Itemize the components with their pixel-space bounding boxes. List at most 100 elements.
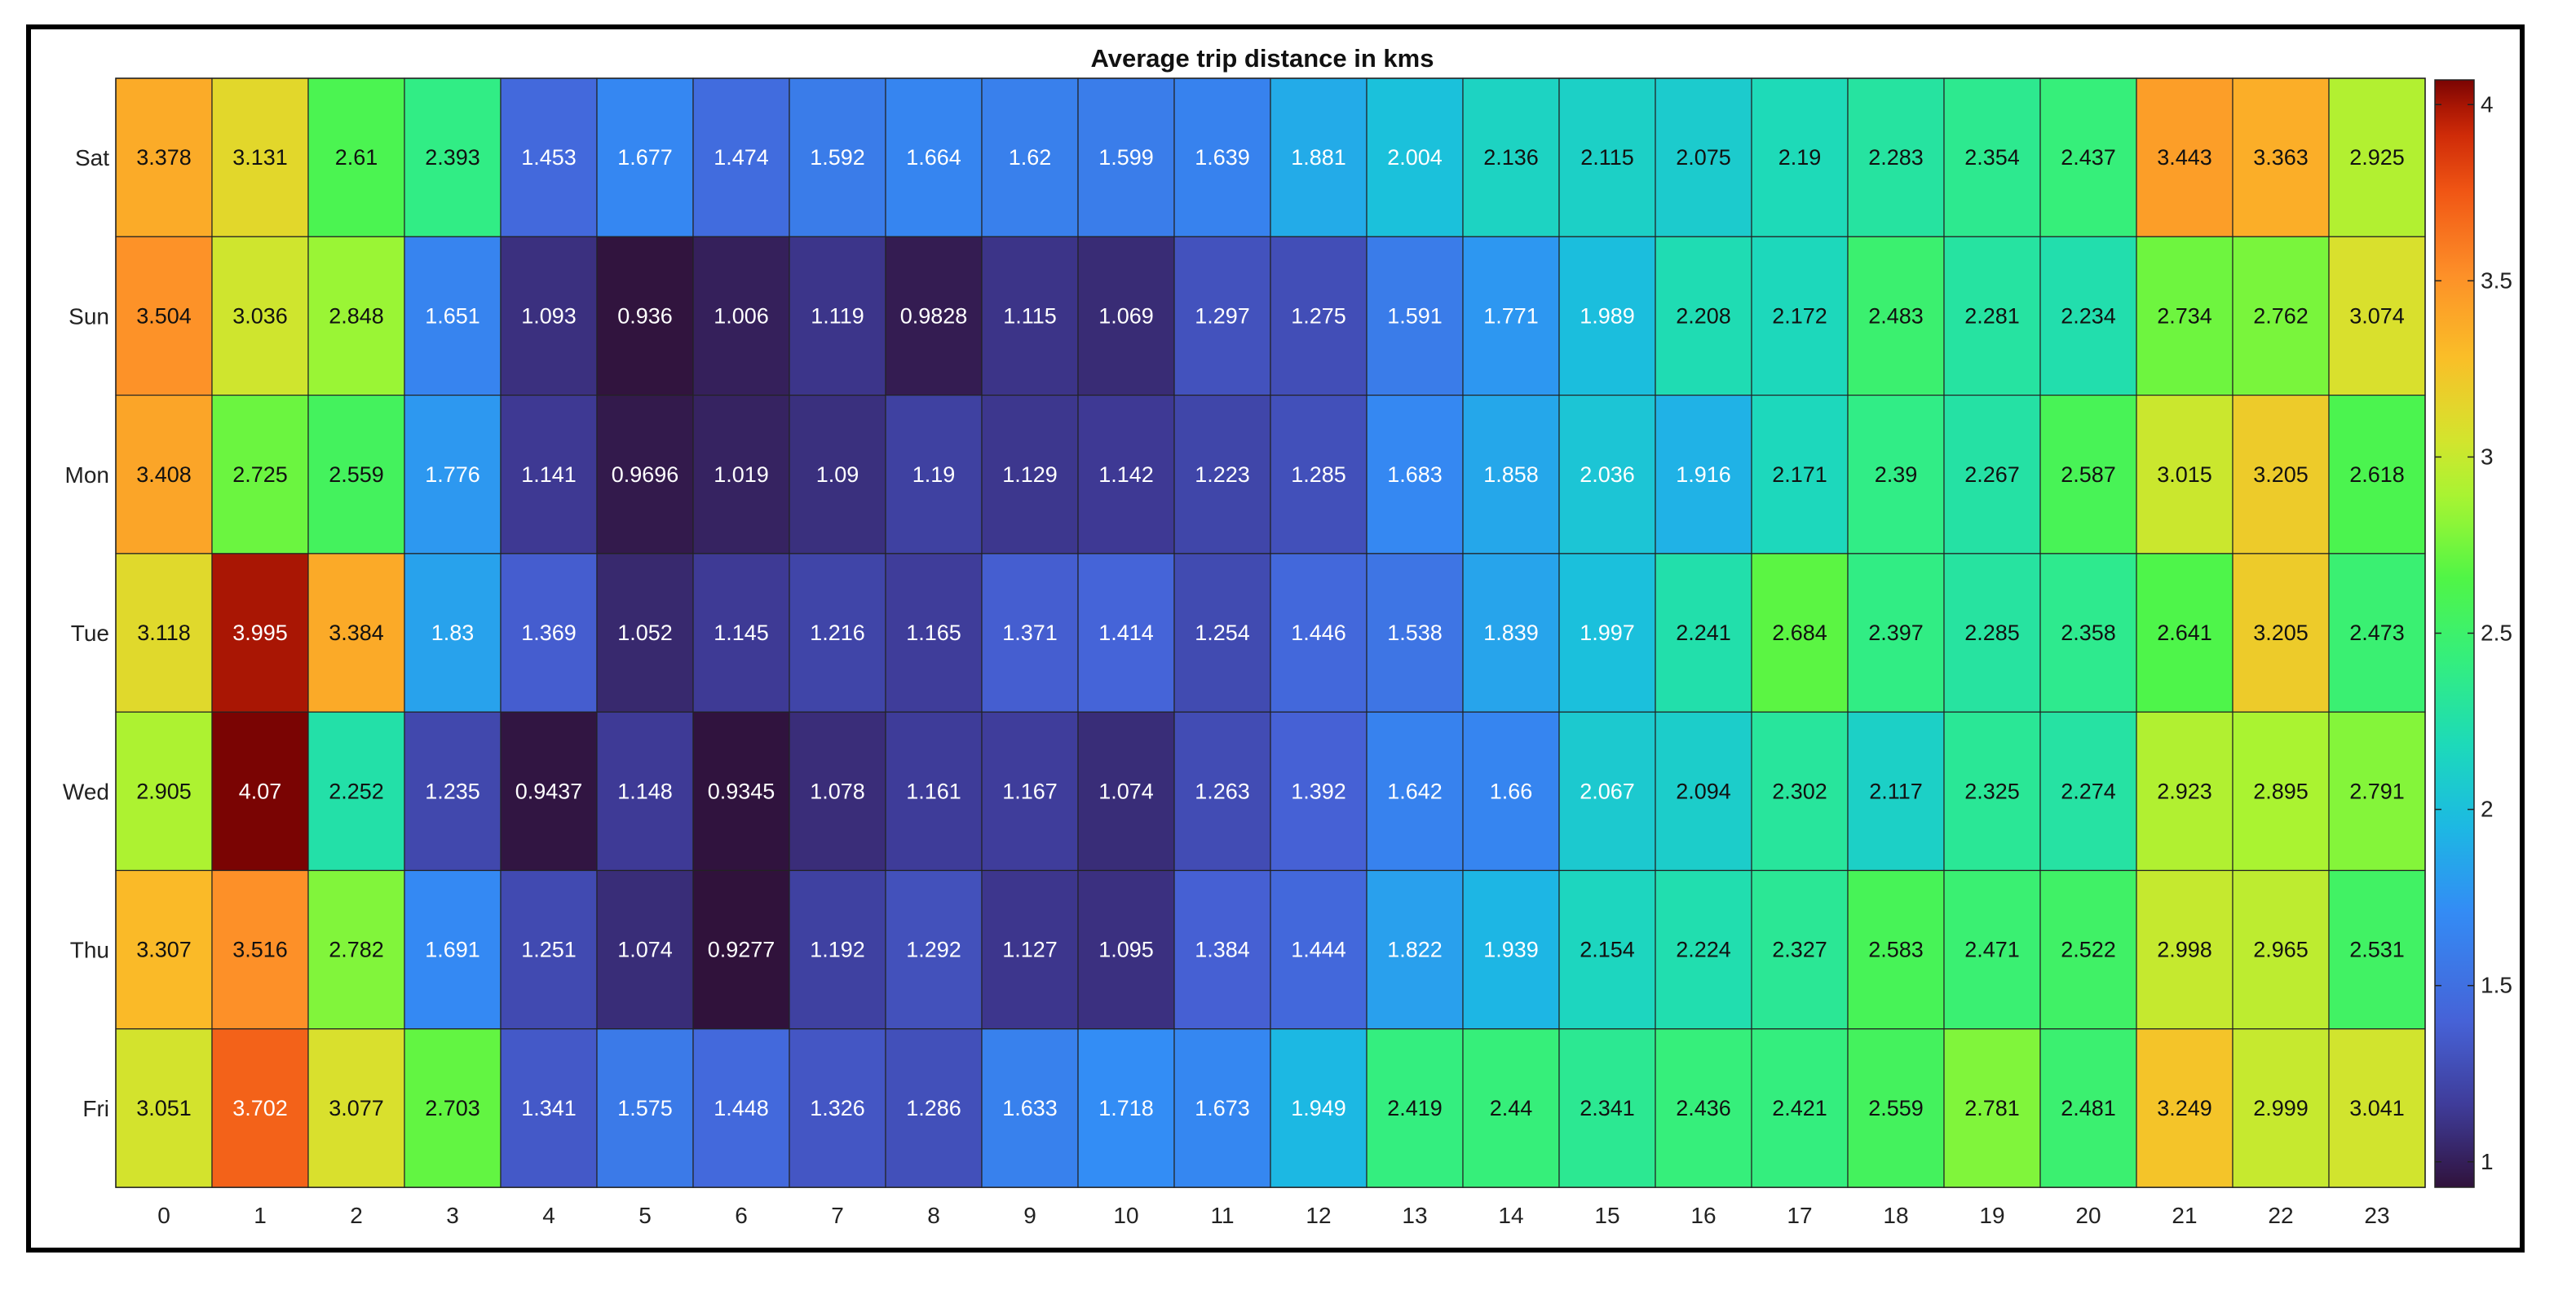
heatmap-cell: [1943, 711, 2041, 872]
y-tick-label: Fri: [82, 1096, 109, 1121]
heatmap-cell: [1270, 395, 1368, 555]
cell-value-label: 1.683: [1387, 462, 1443, 487]
y-tick-label: Thu: [70, 938, 109, 963]
cell-value-label: 2.583: [1868, 938, 1924, 962]
heatmap-cell: [1366, 236, 1464, 396]
cell-value-label: 1.297: [1195, 303, 1250, 328]
heatmap-cell: [596, 77, 694, 237]
cell-value-label: 1.263: [1195, 779, 1250, 803]
heatmap-cell: [1751, 1028, 1849, 1188]
heatmap-cell: [1077, 236, 1175, 396]
x-tick-label: 22: [2268, 1203, 2293, 1228]
cell-value-label: 1.341: [521, 1096, 577, 1120]
cell-value-label: 3.074: [2349, 303, 2405, 328]
heatmap-cell: [885, 711, 983, 872]
cell-value-label: 2.848: [329, 303, 384, 328]
cell-value-label: 2.999: [2253, 1096, 2309, 1120]
heatmap-cell: [885, 553, 983, 713]
cell-value-label: 1.599: [1098, 145, 1154, 170]
cell-value-label: 1.093: [521, 303, 577, 328]
cell-value-label: 1.09: [816, 462, 859, 487]
cell-value-label: 3.249: [2157, 1096, 2212, 1120]
heatmap-cell: [1173, 77, 1271, 237]
cell-value-label: 2.393: [425, 145, 480, 170]
cell-value-label: 2.905: [136, 779, 192, 803]
heatmap-cell: [1558, 553, 1656, 713]
heatmap-cell: [115, 711, 213, 872]
cell-value-label: 1.235: [425, 779, 480, 803]
cell-value-label: 2.285: [1964, 621, 2020, 645]
heatmap-cell: [692, 711, 790, 872]
cell-value-label: 1.074: [617, 938, 673, 962]
cell-value-label: 0.9828: [900, 303, 968, 328]
cell-value-label: 1.642: [1387, 779, 1443, 803]
heatmap-cell: [404, 236, 502, 396]
cell-value-label: 0.9277: [708, 938, 775, 962]
cell-value-label: 3.041: [2349, 1096, 2405, 1120]
cell-value-label: 2.004: [1387, 145, 1443, 170]
cell-value-label: 1.251: [521, 938, 577, 962]
heatmap-cell: [500, 553, 598, 713]
heatmap-cell: [2136, 553, 2234, 713]
heatmap-cell: [2039, 1028, 2137, 1188]
heatmap-cell: [1847, 869, 1945, 1030]
cell-value-label: 1.677: [617, 145, 673, 170]
cell-value-label: 2.471: [1964, 938, 2020, 962]
heatmap-cell: [307, 236, 405, 396]
cell-value-label: 3.504: [136, 303, 192, 328]
cell-value-label: 1.165: [906, 621, 961, 645]
cell-value-label: 2.965: [2253, 938, 2309, 962]
cell-value-label: 2.684: [1772, 621, 1827, 645]
cell-value-label: 3.077: [329, 1096, 384, 1120]
cell-value-label: 2.473: [2349, 621, 2405, 645]
heatmap-cell: [981, 553, 1079, 713]
heatmap-cell: [1462, 869, 1560, 1030]
heatmap-cell: [307, 1028, 405, 1188]
x-tick-label: 9: [1023, 1203, 1036, 1228]
cell-value-label: 3.205: [2253, 621, 2309, 645]
cell-value-label: 2.397: [1868, 621, 1924, 645]
heatmap-cell: [1077, 553, 1175, 713]
heatmap-cell: [1366, 395, 1464, 555]
heatmap-cell: [500, 77, 598, 237]
heatmap-cell: [1077, 711, 1175, 872]
cell-value-label: 2.19: [1778, 145, 1822, 170]
cell-value-label: 2.302: [1772, 779, 1827, 803]
cell-value-label: 2.781: [1964, 1096, 2020, 1120]
x-tick-label: 3: [446, 1203, 459, 1228]
cell-value-label: 2.172: [1772, 303, 1827, 328]
heatmap-cell: [211, 711, 309, 872]
cell-value-label: 2.61: [335, 145, 378, 170]
heatmap-cell: [404, 553, 502, 713]
heatmap-cell: [1366, 711, 1464, 872]
cell-value-label: 2.44: [1490, 1096, 1533, 1120]
cell-value-label: 1.575: [617, 1096, 673, 1120]
heatmap-cell: [2136, 1028, 2234, 1188]
cell-value-label: 1.369: [521, 621, 577, 645]
heatmap-cell: [2328, 711, 2426, 872]
heatmap-cell: [596, 1028, 694, 1188]
heatmap-cell: [211, 77, 309, 237]
cell-value-label: 1.673: [1195, 1096, 1250, 1120]
cell-value-label: 2.354: [1964, 145, 2020, 170]
cell-value-label: 2.925: [2349, 145, 2405, 170]
heatmap-cell: [1270, 236, 1368, 396]
heatmap-cell: [404, 1028, 502, 1188]
cell-value-label: 2.587: [2061, 462, 2116, 487]
cell-value-label: 2.075: [1676, 145, 1731, 170]
cell-value-label: 1.62: [1009, 145, 1052, 170]
heatmap-cell: [1366, 869, 1464, 1030]
cell-value-label: 2.618: [2349, 462, 2405, 487]
heatmap-cell: [692, 1028, 790, 1188]
cell-value-label: 1.254: [1195, 621, 1250, 645]
chart-title: Average trip distance in kms: [1091, 44, 1434, 73]
heatmap-cell: [115, 553, 213, 713]
heatmap-cell: [307, 395, 405, 555]
cell-value-label: 1.078: [810, 779, 865, 803]
heatmap-chart: Average trip distance in kms 3.378 3.131 2…: [63, 44, 2512, 1228]
heatmap-cell: [981, 869, 1079, 1030]
cell-value-label: 1.639: [1195, 145, 1250, 170]
heatmap-cell: [1462, 711, 1560, 872]
heatmap-cell: [211, 395, 309, 555]
cell-value-label: 2.281: [1964, 303, 2020, 328]
